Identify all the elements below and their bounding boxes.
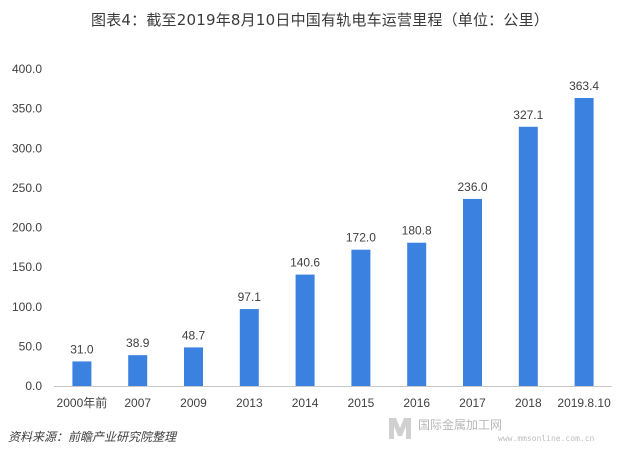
watermark-text: 国际金属加工网: [418, 418, 503, 432]
x-tick-label: 2018: [515, 396, 542, 410]
y-tick-label: 150.0: [12, 260, 42, 274]
bar-value-label: 172.0: [346, 231, 376, 245]
y-tick-label: 100.0: [12, 300, 42, 314]
x-tick-label: 2019.8.10: [557, 396, 611, 410]
bar: [184, 347, 203, 386]
bar-value-label: 140.6: [290, 256, 320, 270]
bar-value-label: 38.9: [126, 336, 150, 350]
bar: [351, 249, 371, 386]
bar: [72, 361, 92, 386]
watermark-logo-icon: [389, 418, 411, 439]
bar: [518, 126, 538, 386]
bar: [463, 198, 482, 386]
bar-value-label: 48.7: [182, 328, 206, 342]
y-tick-label: 300.0: [12, 141, 42, 155]
watermark-url: www.mmsonline.com.cn: [498, 434, 595, 443]
x-tick-label: 2014: [292, 396, 319, 410]
bar: [574, 98, 594, 387]
x-tick-label: 2009: [180, 396, 207, 410]
y-tick-label: 400.0: [12, 62, 42, 76]
bar-value-label: 97.1: [238, 290, 262, 304]
bar-value-label: 327.1: [513, 108, 543, 122]
y-tick-label: 0.0: [25, 379, 42, 393]
value-label-group: 31.0 38.9 48.7 97.1 140.6 172.0 180.8 236.0 327.…: [70, 79, 599, 356]
bar-value-label: 31.0: [70, 342, 94, 356]
x-tick-label: 2017: [459, 396, 486, 410]
x-tick-label: 2007: [124, 396, 151, 410]
x-axis-ticks: 2000年前 2007 2009 2013 2014 2015 2016 2017 2018 20…: [57, 395, 612, 410]
bar: [295, 274, 315, 386]
bar: [128, 355, 148, 386]
bar-value-label: 180.8: [402, 224, 432, 238]
bar-value-label: 363.4: [569, 79, 599, 93]
y-axis-ticks: 0.0 50.0 100.0 150.0 200.0 250.0 300.0 350.0 400…: [12, 62, 42, 393]
source-note: 资料来源：前瞻产业研究院整理: [8, 430, 177, 444]
y-tick-label: 200.0: [12, 221, 42, 235]
chart-title: 图表4：截至2019年8月10日中国有轨电车运营里程（单位：公里）: [91, 11, 549, 29]
bar-value-label: 236.0: [457, 180, 487, 194]
x-tick-label: 2016: [403, 396, 430, 410]
bar: [239, 309, 259, 386]
x-tick-label: 2000年前: [57, 395, 108, 410]
y-tick-label: 50.0: [19, 339, 43, 353]
y-tick-label: 250.0: [12, 181, 42, 195]
bar: [407, 242, 427, 386]
x-tick-label: 2013: [236, 396, 263, 410]
y-tick-label: 350.0: [12, 102, 42, 116]
bar-group: [72, 98, 594, 387]
x-tick-label: 2015: [348, 396, 375, 410]
